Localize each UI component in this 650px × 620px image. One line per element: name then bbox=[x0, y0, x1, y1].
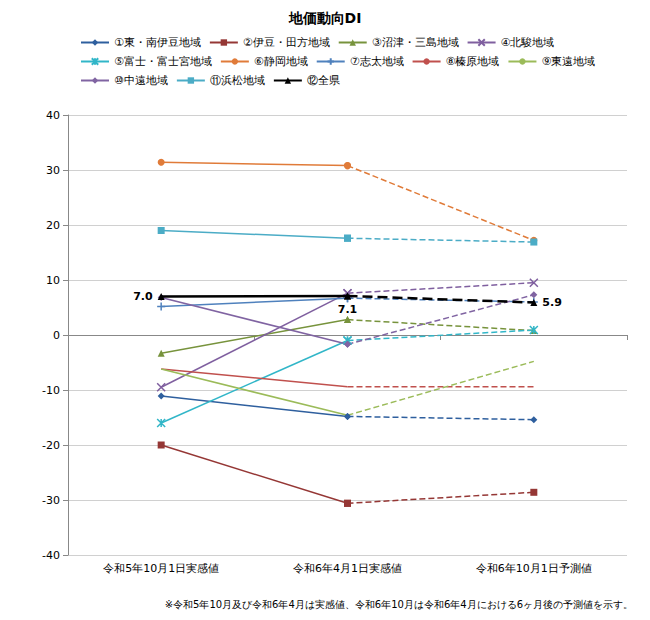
svg-text:⑤富士・富士宮地域: ⑤富士・富士宮地域 bbox=[114, 55, 212, 68]
svg-text:30: 30 bbox=[46, 164, 60, 177]
svg-text:⑫全県: ⑫全県 bbox=[307, 74, 340, 87]
svg-text:40: 40 bbox=[46, 109, 60, 122]
svg-text:⑦志太地域: ⑦志太地域 bbox=[350, 55, 404, 68]
svg-text:⑨東遠地域: ⑨東遠地域 bbox=[541, 55, 595, 68]
svg-text:-30: -30 bbox=[42, 494, 60, 507]
svg-text:地価動向DI: 地価動向DI bbox=[288, 10, 362, 26]
svg-text:令和6年4月1日実感値: 令和6年4月1日実感値 bbox=[293, 562, 402, 575]
svg-text:②伊豆・田方地域: ②伊豆・田方地域 bbox=[243, 36, 330, 49]
svg-text:令和6年10月1日予測値: 令和6年10月1日予測値 bbox=[476, 562, 592, 575]
svg-text:④北駿地域: ④北駿地域 bbox=[501, 36, 555, 49]
svg-text:③沼津・三島地域: ③沼津・三島地域 bbox=[372, 36, 459, 49]
svg-text:-40: -40 bbox=[42, 549, 60, 562]
svg-text:-20: -20 bbox=[42, 439, 60, 452]
svg-text:0: 0 bbox=[53, 329, 60, 342]
svg-text:7.0: 7.0 bbox=[133, 290, 153, 303]
svg-text:令和5年10月1日実感値: 令和5年10月1日実感値 bbox=[103, 562, 219, 575]
svg-text:-10: -10 bbox=[42, 384, 60, 397]
svg-text:※令和5年10月及び令和6年4月は実感値、令和6年10月は令: ※令和5年10月及び令和6年4月は実感値、令和6年10月は令和6年4月における6… bbox=[165, 599, 633, 610]
svg-text:⑧榛原地域: ⑧榛原地域 bbox=[446, 55, 500, 68]
svg-text:20: 20 bbox=[46, 219, 60, 232]
svg-text:7.1: 7.1 bbox=[338, 303, 358, 316]
svg-text:⑩中遠地域: ⑩中遠地域 bbox=[114, 74, 168, 87]
svg-text:⑥静岡地域: ⑥静岡地域 bbox=[254, 55, 308, 68]
svg-text:①東・南伊豆地域: ①東・南伊豆地域 bbox=[114, 36, 201, 49]
svg-text:⑪浜松地域: ⑪浜松地域 bbox=[210, 74, 265, 87]
svg-text:5.9: 5.9 bbox=[542, 296, 562, 309]
svg-text:10: 10 bbox=[46, 274, 60, 287]
